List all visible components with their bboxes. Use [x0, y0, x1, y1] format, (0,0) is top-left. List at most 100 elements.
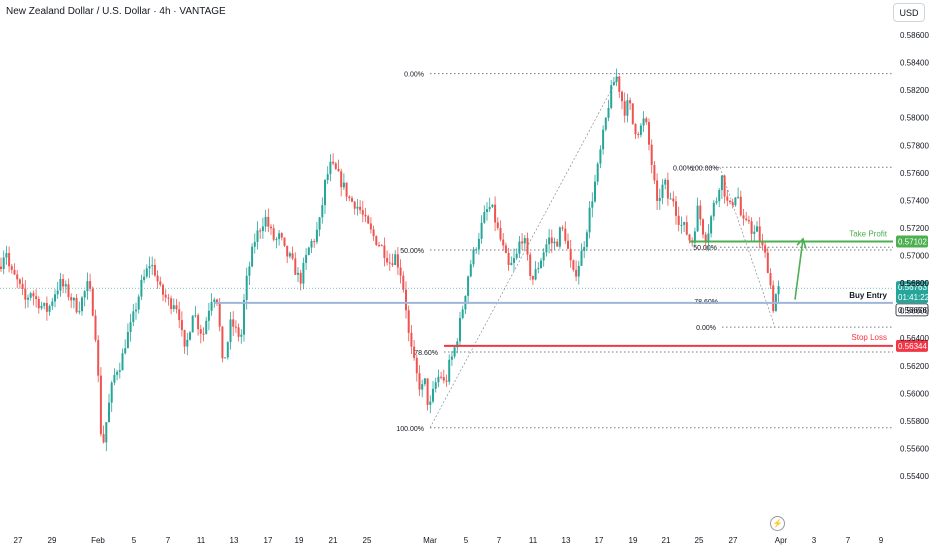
candle-body [369, 223, 372, 230]
y-tick-label: 0.56400 [900, 334, 929, 343]
candle-body [151, 264, 154, 267]
candle-body [486, 209, 488, 213]
x-tick-label: 11 [529, 536, 538, 545]
candle-body [205, 320, 208, 334]
candle-body [407, 310, 410, 333]
candle-body [278, 233, 281, 240]
candle-body [299, 272, 302, 284]
fib-level-label: 50.00% [400, 248, 424, 255]
fib-level-label: 0.00% [404, 72, 424, 79]
candle-body [639, 125, 642, 135]
candle-body [102, 434, 105, 443]
candle-body [45, 302, 48, 312]
candle-body [99, 375, 102, 435]
candle-body [13, 269, 16, 275]
current-price-badge: 0.56763 [898, 283, 927, 292]
candle-body [326, 174, 329, 181]
candle-body [702, 219, 704, 235]
buy-entry-price-badge-bg [895, 303, 929, 317]
candle-body [753, 231, 756, 234]
candle-body [612, 81, 615, 86]
x-tick-label: 19 [629, 536, 638, 545]
x-tick-label: 13 [230, 536, 239, 545]
candle-body [634, 123, 637, 134]
fibonacci-lines: 0.00%50.00%78.60%100.00%0.00%100.00%50.0… [396, 72, 893, 433]
candle-body [16, 274, 19, 280]
candle-body [334, 163, 337, 169]
candle-body [564, 228, 567, 241]
candle-body [556, 241, 559, 247]
candle-body [367, 216, 370, 224]
candle-body [515, 253, 518, 259]
candle-body [383, 245, 386, 258]
candle-body [321, 205, 324, 218]
candle-body [739, 196, 742, 216]
candle-body [731, 202, 734, 206]
y-tick-label: 0.56000 [900, 389, 929, 398]
candle-body [0, 266, 2, 270]
candle-body [356, 206, 359, 209]
candle-body [588, 207, 591, 233]
candle-body [89, 281, 92, 289]
trade-levels: Take Profit Buy Entry Stop Loss 0.57102 0.56… [0, 229, 930, 352]
price-axis: 0.58600 0.58400 0.58200 0.58000 0.57800 0.576… [900, 31, 929, 481]
candle-body [418, 373, 421, 390]
candle-body [386, 257, 389, 263]
candle-body [237, 327, 240, 337]
candle-body [510, 262, 513, 265]
stop-loss-price-badge: 0.56344 [898, 342, 927, 351]
candle-body [594, 181, 596, 202]
candle-body [685, 222, 688, 235]
candle-body [261, 226, 264, 232]
lightning-bolt-icon[interactable]: ⚡ [770, 516, 785, 531]
candle-body [394, 254, 397, 266]
candle-body [43, 302, 46, 306]
candle-body [423, 378, 426, 385]
candle-body [318, 217, 321, 230]
candle-body [210, 302, 213, 311]
candle-body [621, 91, 623, 102]
candle-body [113, 374, 116, 383]
candle-body [207, 310, 210, 321]
candle-body [472, 249, 475, 265]
candle-body [434, 382, 437, 389]
currency-button[interactable]: USD [893, 3, 925, 22]
candle-body [340, 171, 343, 188]
candle-body [81, 297, 83, 312]
candle-body [715, 201, 718, 203]
candle-body [97, 339, 100, 376]
candle-body [270, 226, 272, 229]
candle-body [18, 279, 21, 284]
candle-body [769, 273, 772, 286]
x-tick-label: 17 [264, 536, 273, 545]
candle-body [116, 371, 119, 375]
candle-body [669, 198, 672, 200]
candle-body [86, 281, 89, 292]
candle-body [704, 234, 707, 243]
fib-level-label: 0.00% [696, 325, 716, 332]
candle-body [658, 197, 661, 201]
candle-body [521, 241, 524, 244]
candle-body [280, 233, 283, 238]
candle-body [615, 76, 618, 82]
y-tick-label: 0.57400 [900, 196, 929, 205]
candle-body [275, 239, 278, 241]
candle-body [550, 237, 553, 244]
x-tick-label: 27 [14, 536, 23, 545]
y-tick-label: 0.56600 [900, 307, 929, 316]
candle-body [553, 241, 556, 244]
chart-title: New Zealand Dollar / U.S. Dollar · 4h · … [6, 6, 226, 17]
candle-body [599, 149, 602, 164]
candle-body [145, 268, 148, 277]
candle-body [202, 333, 205, 335]
candle-body [199, 329, 202, 334]
current-price-badge-bg [896, 281, 928, 304]
fib-trendline [429, 73, 621, 428]
candle-body [712, 202, 715, 217]
x-tick-label: 25 [363, 536, 372, 545]
candle-body [310, 241, 313, 248]
candle-body [251, 246, 254, 267]
candle-body [502, 239, 505, 246]
candle-body [137, 296, 140, 310]
